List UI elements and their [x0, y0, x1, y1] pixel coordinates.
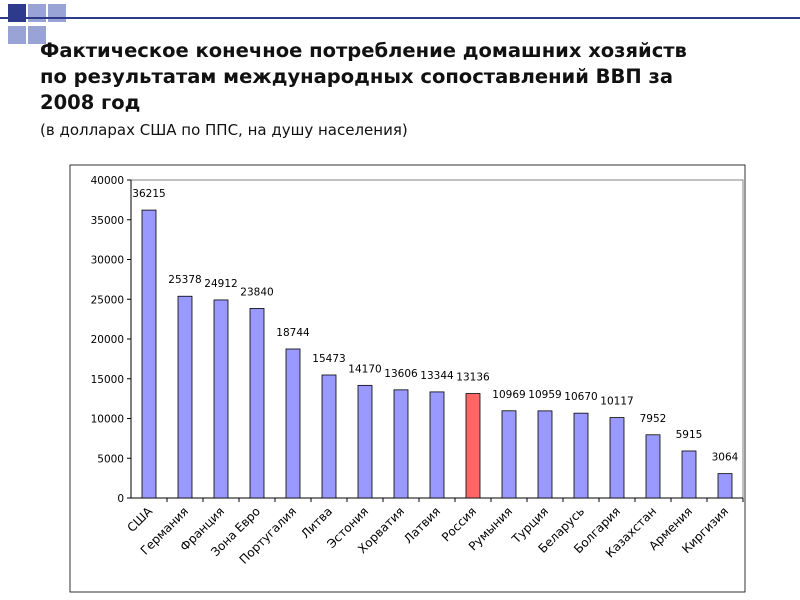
y-tick-label: 40000 [91, 175, 124, 187]
data-label: 10670 [564, 391, 597, 403]
data-label: 10969 [492, 389, 525, 401]
header-divider [0, 17, 800, 19]
bar [321, 374, 337, 499]
data-label: 13136 [456, 372, 490, 384]
bar [681, 450, 697, 499]
bar [465, 393, 481, 499]
bar [645, 434, 661, 499]
data-label: 10117 [600, 396, 633, 408]
y-tick-label: 5000 [97, 453, 124, 465]
bar [141, 209, 157, 499]
data-label: 36215 [132, 188, 165, 200]
bar [249, 308, 265, 499]
y-tick-label: 0 [117, 493, 124, 505]
deco-square [8, 26, 26, 44]
bar [393, 389, 409, 499]
bar [537, 410, 553, 499]
y-tick-label: 35000 [91, 215, 124, 227]
data-label: 10959 [528, 389, 561, 401]
data-label: 14170 [348, 363, 381, 375]
data-label: 3064 [712, 452, 739, 464]
bar [177, 295, 193, 499]
data-label: 7952 [640, 413, 667, 425]
data-label: 15473 [312, 353, 345, 365]
data-label: 13606 [384, 368, 418, 380]
bar [429, 391, 445, 499]
bar [285, 348, 301, 499]
data-label: 5915 [676, 429, 703, 441]
y-tick-label: 20000 [91, 334, 124, 346]
bar [501, 410, 517, 499]
bar [609, 417, 625, 499]
deco-square [28, 26, 46, 44]
title-block: Фактическое конечное потребление домашни… [40, 38, 790, 139]
data-label: 18744 [276, 327, 310, 339]
page-subtitle: (в долларах США по ППС, на душу населени… [40, 121, 408, 139]
category-label: Латвия [401, 504, 443, 546]
y-tick-label: 15000 [91, 374, 124, 386]
data-label: 13344 [420, 370, 454, 382]
data-label: 24912 [204, 278, 237, 290]
bar [357, 384, 373, 499]
data-label: 23840 [240, 286, 273, 298]
category-label: США [124, 504, 155, 535]
chart-frame [69, 164, 746, 593]
page-title: Фактическое конечное потребление домашни… [40, 39, 687, 114]
data-label: 25378 [168, 274, 201, 286]
y-tick-label: 25000 [91, 294, 124, 306]
bar [717, 473, 733, 499]
y-tick-label: 30000 [91, 255, 124, 267]
y-tick-label: 10000 [91, 414, 124, 426]
bar [573, 412, 589, 499]
bar [213, 299, 229, 499]
